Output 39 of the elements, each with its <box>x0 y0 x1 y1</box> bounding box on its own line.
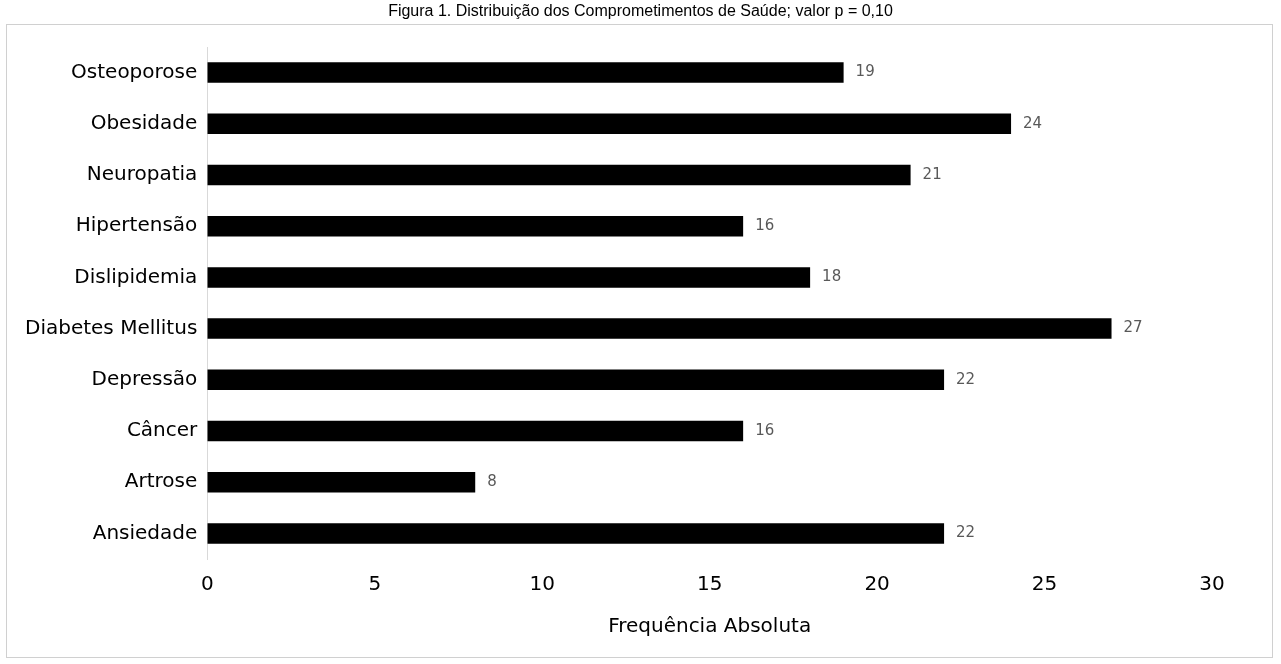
x-tick-label: 0 <box>200 571 214 596</box>
x-tick-label: 15 <box>696 571 723 596</box>
y-tick-label: Câncer <box>126 417 199 442</box>
data-label: 18 <box>822 267 842 286</box>
y-tick-label: Obesidade <box>90 110 198 134</box>
bar <box>207 62 844 83</box>
data-label: 21 <box>922 164 942 183</box>
data-label: 8 <box>487 472 497 491</box>
bar <box>207 113 1012 135</box>
data-label: 22 <box>956 523 976 542</box>
x-tick-label: 5 <box>368 571 382 596</box>
x-tick-label: 20 <box>864 571 890 596</box>
data-label: 16 <box>755 216 775 235</box>
y-tick-label: Depressão <box>91 366 198 390</box>
chart-title: Figura 1. Distribuição dos Comprometimentos de Saúde; valor p = 0,10 <box>387 2 894 20</box>
bar <box>207 523 945 544</box>
y-tick-label: Neuropatia <box>86 161 198 186</box>
y-tick-label: Dislipidemia <box>74 263 198 288</box>
bar <box>207 164 911 186</box>
x-tick-label: 25 <box>1031 571 1058 596</box>
bar <box>207 420 744 442</box>
bar <box>207 369 945 391</box>
data-label: 16 <box>755 420 775 439</box>
data-label: 27 <box>1123 318 1143 337</box>
data-label: 24 <box>1023 113 1043 132</box>
y-tick-label: Osteoporose <box>71 58 198 83</box>
data-label: 22 <box>956 369 976 388</box>
data-label: 19 <box>855 62 875 81</box>
x-tick-label: 10 <box>529 571 555 596</box>
bar <box>207 267 811 288</box>
bar <box>207 215 744 237</box>
y-tick-label: Diabetes Mellitus <box>24 314 198 339</box>
y-tick-label: Ansiedade <box>92 519 198 544</box>
x-axis-title: Frequência Absoluta <box>608 613 812 638</box>
x-tick-label: 30 <box>1199 571 1225 596</box>
y-tick-label: Artrose <box>124 468 198 493</box>
bar <box>207 471 476 493</box>
bar <box>207 318 1112 339</box>
y-tick-label: Hipertensão <box>75 212 198 237</box>
